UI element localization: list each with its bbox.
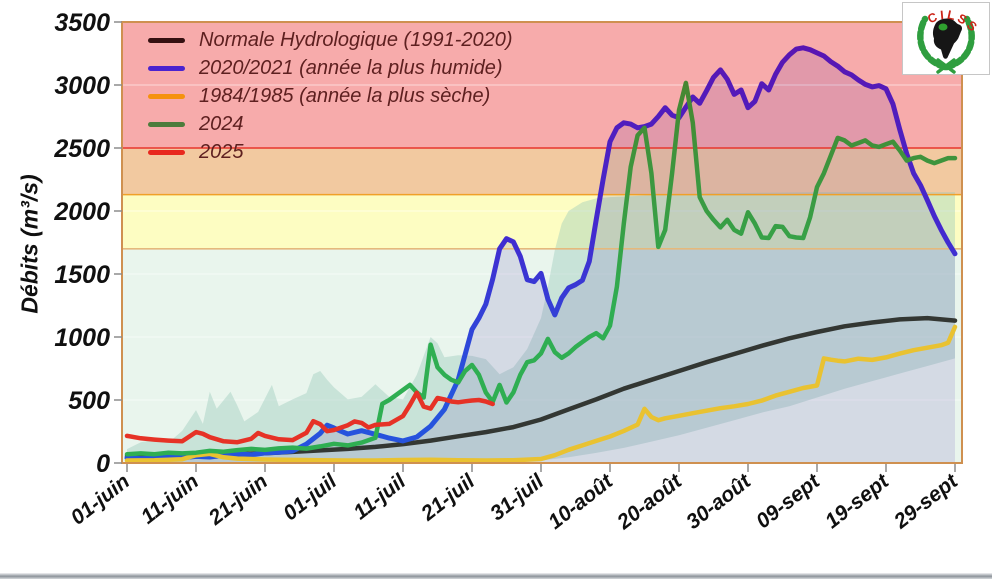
- x-tick-label-11-juin: 11-juin: [137, 470, 203, 529]
- series-2025-line: [124, 390, 495, 445]
- band-alerte-jaune: [122, 194, 962, 249]
- legend-item-2025: 2025: [148, 141, 513, 163]
- legend-item-2024: 2024: [148, 113, 513, 135]
- y-tick-label-500: 500: [68, 387, 110, 415]
- x-tick-label-20-août: 20-août: [612, 469, 687, 534]
- legend-swatch-2024: [148, 122, 185, 127]
- legend-label-1984-1985: 1984/1985 (année la plus sèche): [199, 85, 491, 107]
- x-tick-label-21-juin: 21-juin: [204, 470, 272, 530]
- legend-label-2025: 2025: [199, 141, 244, 163]
- legend-label-2020-2021: 2020/2021 (année la plus humide): [199, 57, 503, 79]
- x-tick-label-11-juil: 11-juil: [349, 469, 411, 524]
- legend-item-2020-2021: 2020/2021 (année la plus humide): [148, 57, 513, 79]
- y-tick-label-3000: 3000: [54, 72, 110, 100]
- legend-swatch-2025: [148, 150, 185, 155]
- legend-swatch-1984-1985: [148, 94, 185, 99]
- cilss-logo: CILSS: [902, 2, 990, 75]
- series-1984-1985-line: [124, 324, 958, 463]
- x-tick-label-01-juin: 01-juin: [67, 470, 134, 530]
- wreath-left-branch: [917, 15, 949, 71]
- wreath-right-branch: [943, 15, 975, 71]
- x-tick-label-19-sept: 19-sept: [821, 469, 894, 533]
- legend-label-normale: Normale Hydrologique (1991-2020): [199, 29, 513, 51]
- x-tick-label-21-juil: 21-juil: [416, 469, 480, 526]
- legend-swatch-normale: [148, 38, 185, 43]
- wreath-crossed-stems: [936, 58, 956, 74]
- africa-sahel-mark: [938, 23, 948, 31]
- band-alerte-rouge: [122, 22, 962, 148]
- x-tick-label-29-sept: 29-sept: [889, 469, 963, 534]
- band-alerte-orange: [122, 148, 962, 195]
- y-tick-label-0: 0: [96, 450, 110, 478]
- x-tick-label-10-août: 10-août: [544, 469, 618, 534]
- chart-legend: Normale Hydrologique (1991-2020) 2020/20…: [148, 29, 513, 163]
- x-tick-label-01-juil: 01-juil: [279, 469, 342, 525]
- window-bottom-edge: [0, 573, 992, 579]
- legend-item-normale: Normale Hydrologique (1991-2020): [148, 29, 513, 51]
- y-tick-label-3500: 3500: [54, 9, 110, 37]
- legend-label-2024: 2024: [199, 113, 244, 135]
- y-tick-label-1000: 1000: [54, 324, 110, 352]
- series-2024-line: [124, 80, 958, 457]
- x-tick-label-09-sept: 09-sept: [752, 469, 825, 533]
- legend-swatch-2020-2021: [148, 66, 185, 71]
- series-2020-2021-fill: [127, 47, 955, 464]
- legend-item-1984-1985: 1984/1985 (année la plus sèche): [148, 85, 513, 107]
- x-tick-label-31-juil: 31-juil: [486, 469, 549, 525]
- y-tick-label-2500: 2500: [53, 135, 110, 163]
- y-axis-title: Débits (m³/s): [16, 174, 43, 314]
- historical-range-envelope: [127, 192, 955, 463]
- y-tick-label-1500: 1500: [54, 261, 110, 289]
- plot-frame: [121, 21, 963, 464]
- y-tick-label-2000: 2000: [53, 198, 110, 226]
- x-tick-label-30-août: 30-août: [682, 469, 756, 534]
